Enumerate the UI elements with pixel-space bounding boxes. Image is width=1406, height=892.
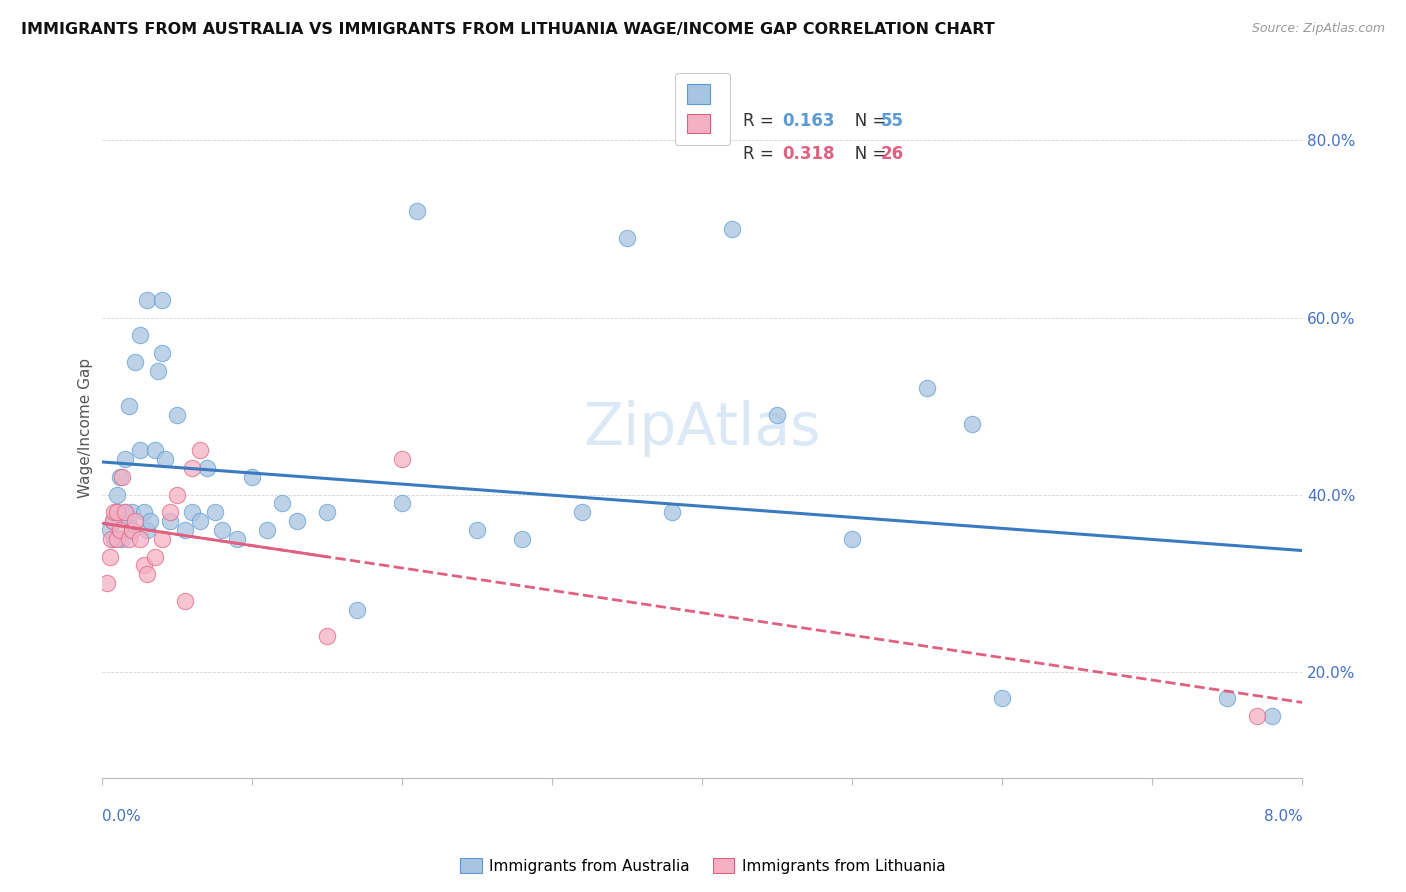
Point	[159, 505, 181, 519]
Point	[1216, 691, 1239, 706]
Point	[103, 532, 125, 546]
Point	[962, 417, 984, 431]
Point	[256, 523, 278, 537]
Point	[129, 532, 152, 546]
Point	[101, 514, 124, 528]
Point	[917, 381, 939, 395]
Point	[107, 505, 129, 519]
Point	[316, 505, 339, 519]
Point	[124, 355, 146, 369]
Y-axis label: Wage/Income Gap: Wage/Income Gap	[79, 359, 93, 499]
Point	[188, 443, 211, 458]
Text: Source: ZipAtlas.com: Source: ZipAtlas.com	[1251, 22, 1385, 36]
Point	[721, 222, 744, 236]
Point	[103, 505, 125, 519]
Point	[181, 505, 204, 519]
Point	[391, 452, 413, 467]
Point	[129, 443, 152, 458]
Text: 0.0%: 0.0%	[103, 809, 141, 824]
Point	[118, 532, 141, 546]
Point	[121, 523, 143, 537]
Point	[406, 204, 429, 219]
Point	[242, 470, 264, 484]
Text: 26: 26	[882, 145, 904, 163]
Point	[181, 461, 204, 475]
Point	[211, 523, 233, 537]
Point	[107, 488, 129, 502]
Text: N =: N =	[839, 145, 891, 163]
Text: IMMIGRANTS FROM AUSTRALIA VS IMMIGRANTS FROM LITHUANIA WAGE/INCOME GAP CORRELATI: IMMIGRANTS FROM AUSTRALIA VS IMMIGRANTS …	[21, 22, 995, 37]
Text: R =: R =	[744, 145, 779, 163]
Point	[197, 461, 219, 475]
Point	[121, 523, 143, 537]
Point	[346, 603, 368, 617]
Point	[166, 408, 188, 422]
Point	[118, 399, 141, 413]
Point	[174, 594, 197, 608]
Point	[841, 532, 863, 546]
Point	[110, 523, 132, 537]
Point	[512, 532, 534, 546]
Point	[129, 328, 152, 343]
Point	[114, 505, 136, 519]
Point	[226, 532, 249, 546]
Point	[152, 346, 174, 360]
Point	[114, 452, 136, 467]
Legend: Immigrants from Australia, Immigrants from Lithuania: Immigrants from Australia, Immigrants fr…	[454, 852, 952, 880]
Point	[136, 523, 159, 537]
Point	[155, 452, 177, 467]
Point	[96, 576, 118, 591]
Point	[107, 505, 129, 519]
Legend: , : ,	[675, 73, 730, 145]
Point	[124, 514, 146, 528]
Point	[204, 505, 226, 519]
Point	[114, 505, 136, 519]
Point	[139, 514, 162, 528]
Point	[143, 549, 166, 564]
Point	[766, 408, 789, 422]
Text: ZipAtlas: ZipAtlas	[583, 400, 821, 457]
Point	[991, 691, 1014, 706]
Point	[136, 293, 159, 307]
Point	[1261, 709, 1284, 723]
Point	[1246, 709, 1268, 723]
Point	[134, 558, 156, 573]
Point	[111, 470, 134, 484]
Point	[159, 514, 181, 528]
Text: N =: N =	[839, 112, 891, 130]
Point	[287, 514, 309, 528]
Point	[101, 514, 124, 528]
Point	[110, 470, 132, 484]
Point	[111, 532, 134, 546]
Point	[98, 549, 121, 564]
Point	[467, 523, 489, 537]
Point	[152, 532, 174, 546]
Text: R =: R =	[744, 112, 779, 130]
Point	[616, 231, 638, 245]
Point	[166, 488, 188, 502]
Point	[271, 496, 294, 510]
Point	[136, 567, 159, 582]
Point	[98, 523, 121, 537]
Text: 0.163: 0.163	[783, 112, 835, 130]
Point	[571, 505, 593, 519]
Point	[107, 532, 129, 546]
Point	[152, 293, 174, 307]
Text: 55: 55	[882, 112, 904, 130]
Point	[143, 443, 166, 458]
Text: 8.0%: 8.0%	[1264, 809, 1302, 824]
Point	[174, 523, 197, 537]
Text: 0.318: 0.318	[783, 145, 835, 163]
Point	[121, 505, 143, 519]
Point	[100, 532, 122, 546]
Point	[134, 505, 156, 519]
Point	[391, 496, 413, 510]
Point	[146, 364, 169, 378]
Point	[661, 505, 683, 519]
Point	[316, 629, 339, 643]
Point	[188, 514, 211, 528]
Point	[117, 514, 139, 528]
